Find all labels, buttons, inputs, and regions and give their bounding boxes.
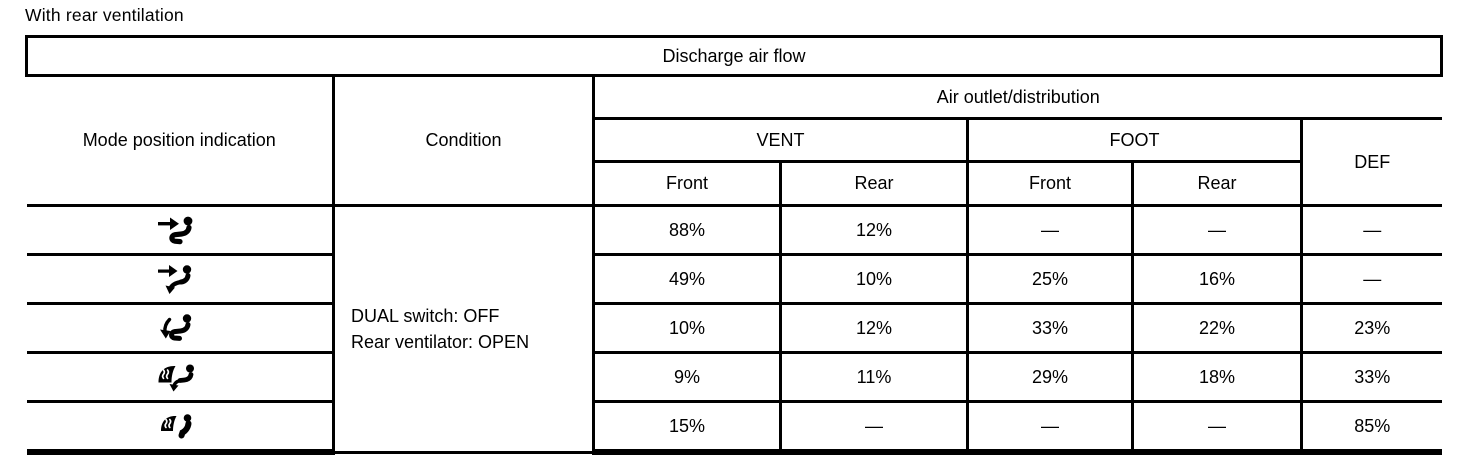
mode-cell xyxy=(26,400,335,455)
header-row-1: Mode position indication Condition Air o… xyxy=(26,74,1442,207)
header-row-3: Front Rear Front Rear xyxy=(27,160,1442,207)
vent-mode-icon xyxy=(158,216,193,245)
value-cell: — xyxy=(1131,204,1303,256)
value-cell: — xyxy=(966,204,1134,256)
value-cell: 33% xyxy=(966,302,1134,354)
value-cell: — xyxy=(1299,204,1442,256)
table-row: 9% 11% 29% 18% 33% xyxy=(26,351,1442,403)
col-header-def: DEF xyxy=(1299,117,1442,207)
mode-cell xyxy=(26,204,335,256)
section-caption: With rear ventilation xyxy=(25,5,184,25)
value-cell: 23% xyxy=(1299,302,1442,354)
value-cell: — xyxy=(779,400,969,455)
value-cell: 85% xyxy=(1299,400,1442,455)
mode-cell xyxy=(26,302,335,354)
table-row: 49% 10% 25% 16% — xyxy=(26,253,1442,305)
col-header-air-outlet: Air outlet/distribution xyxy=(591,74,1442,120)
value-cell: 10% xyxy=(779,253,969,305)
foot-defrost-mode-icon xyxy=(158,364,195,392)
bilevel-mode-icon xyxy=(158,265,192,294)
value-cell: 88% xyxy=(592,204,782,256)
table-row: 15% — — — 85% xyxy=(26,400,1442,455)
mode-cell xyxy=(26,253,335,305)
table-row: 10% 12% 33% 22% 23% xyxy=(26,302,1442,354)
col-header-foot-front: Front xyxy=(966,160,1134,207)
value-cell: 29% xyxy=(966,351,1134,403)
col-header-foot: FOOT xyxy=(966,117,1303,163)
value-cell: 49% xyxy=(592,253,782,305)
value-cell: 10% xyxy=(592,302,782,354)
header-row-2: VENT FOOT DEF xyxy=(27,117,1442,207)
value-cell: 16% xyxy=(1131,253,1303,305)
col-header-vent: VENT xyxy=(592,117,969,163)
condition-line: DUAL switch: OFF xyxy=(351,305,500,326)
defrost-mode-icon xyxy=(161,414,192,439)
table-title-row: Discharge air flow xyxy=(24,35,1444,77)
col-header-condition: Condition xyxy=(332,74,595,207)
foot-mode-icon xyxy=(160,314,192,341)
value-cell: — xyxy=(1131,400,1303,455)
value-cell: 11% xyxy=(779,351,969,403)
col-header-mode-position: Mode position indication xyxy=(26,74,335,207)
col-header-vent-rear: Rear xyxy=(779,160,969,207)
value-cell: 25% xyxy=(966,253,1134,305)
condition-line: Rear ventilator: OPEN xyxy=(351,331,530,352)
col-header-vent-front: Front xyxy=(592,160,782,207)
value-cell: 12% xyxy=(779,302,969,354)
value-cell: 15% xyxy=(592,400,782,455)
value-cell: — xyxy=(1299,253,1442,305)
value-cell: 12% xyxy=(779,204,969,256)
discharge-air-flow-table: Discharge air flow Mode position indicat… xyxy=(24,35,1444,455)
condition-cell: DUAL switch: OFF Rear ventilator: OPEN xyxy=(332,204,595,454)
table-row: DUAL switch: OFF Rear ventilator: OPEN 8… xyxy=(26,204,1442,454)
table-title: Discharge air flow xyxy=(24,35,1444,77)
mode-cell xyxy=(26,351,335,403)
value-cell: 22% xyxy=(1131,302,1303,354)
value-cell: 18% xyxy=(1131,351,1303,403)
value-cell: 33% xyxy=(1299,351,1442,403)
value-cell: 9% xyxy=(592,351,782,403)
value-cell: — xyxy=(966,400,1134,455)
col-header-foot-rear: Rear xyxy=(1131,160,1303,207)
